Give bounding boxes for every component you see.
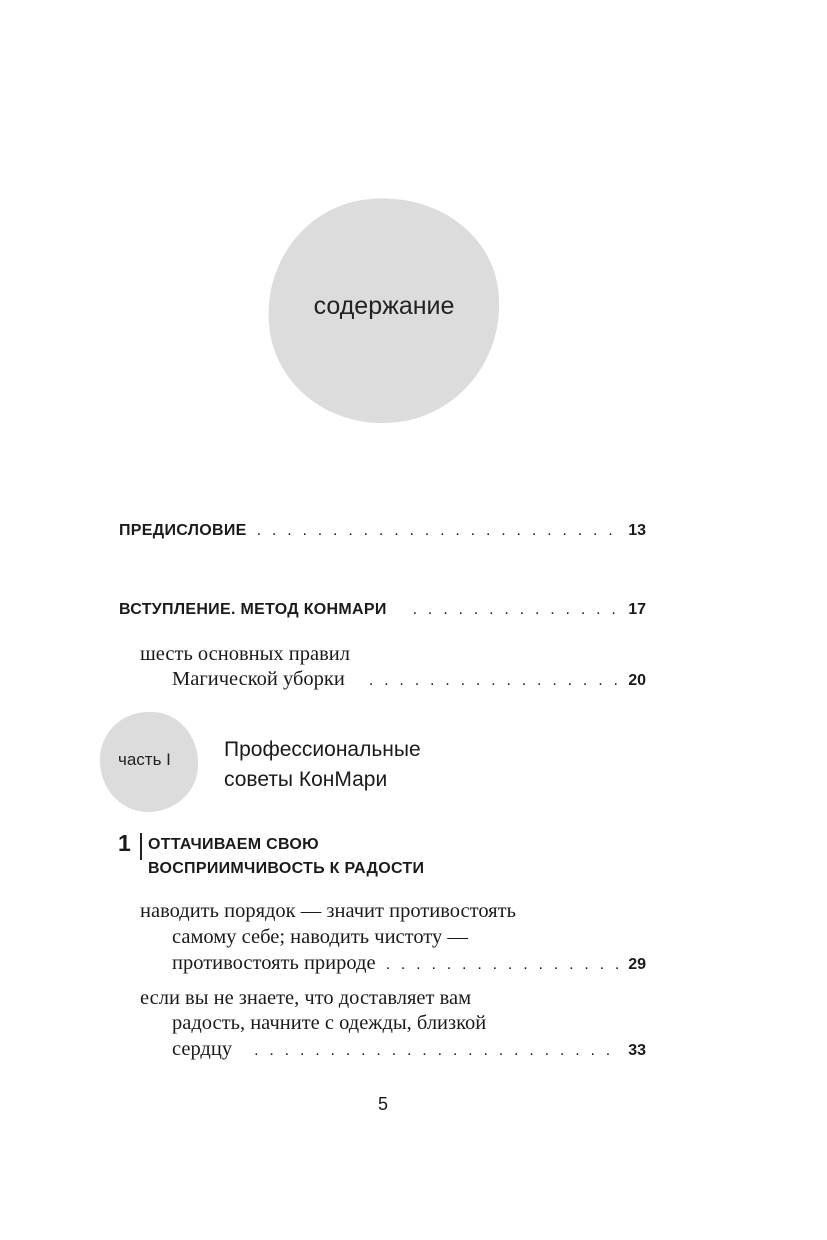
toc-subentry-title: противостоять природе [172,952,376,974]
toc-entry-title: ВСТУПЛЕНИЕ. МЕТОД КОНМАРИ [119,601,387,618]
toc-page-number: 17 [628,601,646,618]
leader-dots [386,956,619,974]
toc-subentry-line: радость, начните с одежды, близкой [172,1012,487,1034]
part-title-line2: советы КонМари [224,768,388,791]
toc-subentry-joy[interactable]: сердцу 33 [172,1038,646,1061]
leader-dots [254,1042,618,1060]
leader-dots [413,601,619,619]
leader-dots [257,522,619,540]
toc-page-number: 33 [628,1042,646,1059]
part-title-line1: Профессиональные [224,738,421,761]
toc-entry-title: ПРЕДИСЛОВИЕ [119,522,247,539]
chapter-title-line2: ВОСПРИИМЧИВОСТЬ К РАДОСТИ [148,860,425,877]
leader-dots [369,672,618,690]
toc-entry-introduction[interactable]: ВСТУПЛЕНИЕ. МЕТОД КОНМАРИ 17 [119,601,646,619]
chapter-divider [140,833,142,860]
toc-subentry-title: Магической уборки [172,668,345,690]
page-title: содержание [313,292,455,320]
toc-page-number: 20 [628,672,646,689]
part-brush-circle [100,712,198,812]
toc-subentry-line: если вы не знаете, что доставляет вам [140,987,472,1009]
toc-subentry-order[interactable]: противостоять природе 29 [172,952,646,975]
page-number: 5 [377,1094,388,1114]
toc-subentry-line: самому себе; наводить чистоту — [172,926,468,948]
toc-subentry-line: наводить порядок — значит противостоять [140,900,516,922]
chapter-number: 1 [118,830,131,856]
toc-page-number: 29 [628,956,646,973]
part-label: часть I [118,750,171,769]
toc-page-number: 13 [628,522,646,539]
toc-subentry-line: шесть основных правил [140,643,351,665]
chapter-title-line1: ОТТАЧИВАЕМ СВОЮ [148,836,319,853]
toc-entry-preface[interactable]: ПРЕДИСЛОВИЕ 13 [119,522,646,540]
toc-subentry-rules[interactable]: Магической уборки 20 [172,668,646,691]
toc-subentry-title: сердцу [172,1038,233,1060]
